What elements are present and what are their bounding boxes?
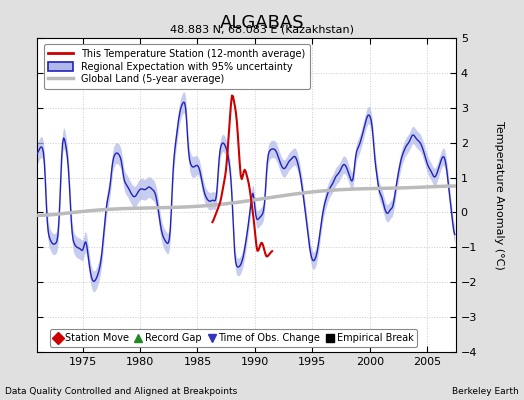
Text: Data Quality Controlled and Aligned at Breakpoints: Data Quality Controlled and Aligned at B… — [5, 387, 237, 396]
Y-axis label: Temperature Anomaly (°C): Temperature Anomaly (°C) — [494, 121, 504, 269]
Text: Berkeley Earth: Berkeley Earth — [452, 387, 519, 396]
Legend: Station Move, Record Gap, Time of Obs. Change, Empirical Break: Station Move, Record Gap, Time of Obs. C… — [50, 329, 417, 347]
Text: 48.883 N, 68.083 E (Kazakhstan): 48.883 N, 68.083 E (Kazakhstan) — [170, 25, 354, 35]
Text: ALGABAS: ALGABAS — [220, 14, 304, 32]
